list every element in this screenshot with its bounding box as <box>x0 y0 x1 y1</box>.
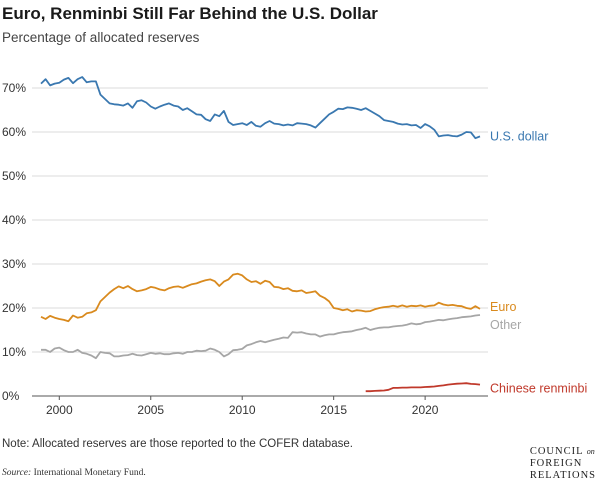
logo-line-2: FOREIGN <box>529 458 583 469</box>
y-tick-label: 40% <box>2 213 26 227</box>
chart-note: Note: Allocated reserves are those repor… <box>2 438 353 450</box>
series-label-u-s-dollar: U.S. dollar <box>490 129 548 143</box>
y-tick-label: 70% <box>2 81 26 95</box>
series-label-euro: Euro <box>490 300 516 314</box>
series-line-u-s-dollar <box>40 76 481 140</box>
y-tick-label: 30% <box>2 257 26 271</box>
logo-line-3: RELATIONS <box>529 470 596 481</box>
x-tick-label: 2010 <box>229 403 256 417</box>
series-label-other: Other <box>490 318 521 332</box>
y-tick-label: 20% <box>2 301 26 315</box>
x-tick-label: 2005 <box>137 403 164 417</box>
x-tick-label: 2020 <box>412 403 439 417</box>
y-tick-label: 60% <box>2 125 26 139</box>
source-label: Source: <box>2 468 32 478</box>
series-line-other <box>41 314 481 360</box>
series-labels: U.S. dollar Euro Other Chinese renminbi <box>490 129 587 395</box>
chart-subtitle: Percentage of allocated reserves <box>2 30 200 45</box>
chart-title: Euro, Renminbi Still Far Behind the U.S.… <box>2 4 378 23</box>
x-tick-label: 2000 <box>46 403 73 417</box>
line-chart: 0% 10% 20% 30% 40% 50% 60% 70% 2000 2005 2010 2015… <box>2 76 587 417</box>
y-tick-labels: 0% 10% 20% 30% 40% 50% 60% 70% <box>2 81 26 403</box>
cfr-logo: COUNCIL on FOREIGN RELATIONS <box>530 446 596 482</box>
x-tick-labels: 2000 2005 2010 2015 2020 <box>46 396 439 417</box>
grid-lines <box>32 87 488 397</box>
logo-line-1: COUNCIL on <box>529 446 595 457</box>
series-line-chinese-renminbi <box>365 382 481 393</box>
y-tick-label: 10% <box>2 345 26 359</box>
series-line-euro <box>40 272 481 323</box>
x-tick-label: 2015 <box>320 403 347 417</box>
y-tick-label: 50% <box>2 169 26 183</box>
source-text: International Monetary Fund. <box>33 468 146 478</box>
series-label-chinese-renminbi: Chinese renminbi <box>490 382 587 396</box>
y-tick-label: 0% <box>2 389 20 403</box>
series-lines <box>40 76 481 393</box>
chart-source: Source: International Monetary Fund. <box>2 468 146 478</box>
